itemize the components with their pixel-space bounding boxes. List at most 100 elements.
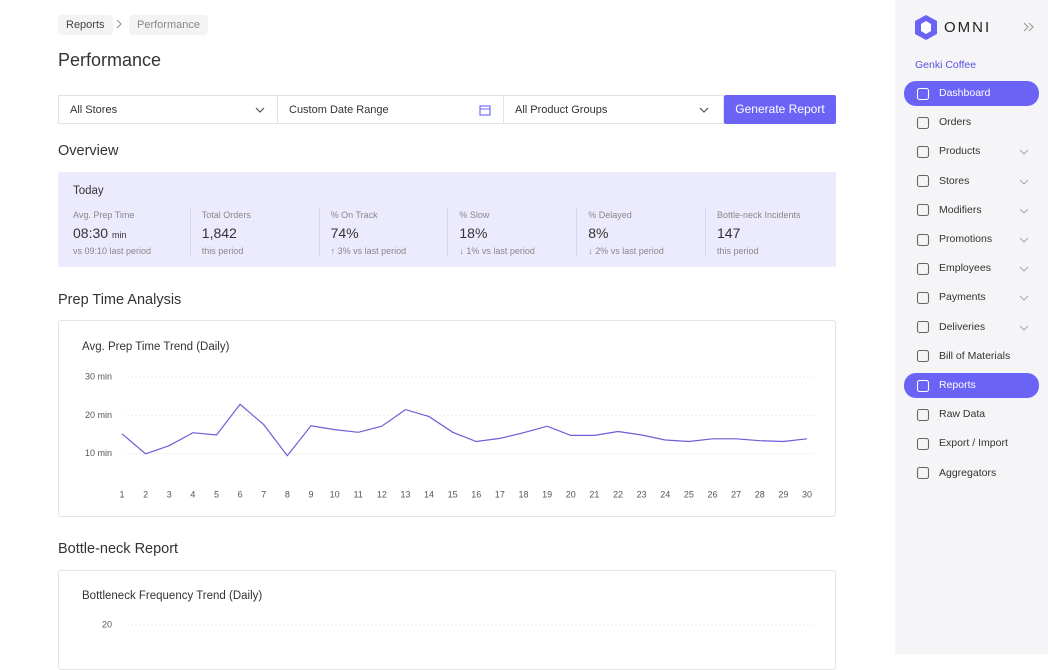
nav-item[interactable]: Deliveries (904, 315, 1039, 340)
generate-report-button[interactable]: Generate Report (724, 95, 836, 124)
nav-chevron (1019, 296, 1029, 302)
nav-label: Modifiers (939, 203, 982, 216)
metric-value-row: 1,842 (202, 225, 237, 243)
product-group-select[interactable]: All Product Groups (503, 95, 724, 124)
chart-card: Avg. Prep Time Trend (Daily) 10 min 20 mi… (58, 320, 836, 517)
nav-icon (916, 233, 930, 246)
metric-value-row: 8% (588, 225, 608, 243)
metric-divider (576, 207, 578, 257)
nav-label: Export / Import (939, 437, 1008, 450)
x-tick-label: 27 (731, 489, 741, 499)
x-tick-label: 2 (143, 489, 148, 499)
x-tick-label: 11 (354, 489, 363, 499)
nav-icon (916, 408, 930, 421)
x-tick-label: 1 (119, 489, 124, 499)
nav-item[interactable]: Employees (904, 256, 1039, 281)
x-tick-label: 17 (495, 489, 505, 499)
breadcrumb-item[interactable]: Reports (58, 15, 113, 35)
icon-shape (916, 408, 930, 421)
chart-card: Bottleneck Frequency Trend (Daily) 20 (58, 570, 836, 670)
store-select[interactable]: All Stores (58, 95, 278, 124)
icon-shape (916, 116, 930, 129)
chevron-path (1019, 266, 1029, 272)
metric-value: 8% (588, 225, 609, 241)
chevron (699, 107, 709, 113)
product-group-text: All Product Groups (515, 104, 608, 116)
nav-item[interactable]: Raw Data (904, 402, 1039, 427)
metric-value-row: 08:30 min (73, 225, 127, 243)
nav-item[interactable]: Aggregators (904, 461, 1039, 486)
x-tick-label: 29 (778, 489, 788, 499)
nav-item[interactable]: Reports (904, 373, 1039, 398)
nav-item[interactable]: Payments (904, 285, 1039, 310)
metric-note: ↓ 1% vs last period (459, 246, 535, 256)
nav-item[interactable]: Promotions (904, 227, 1039, 252)
x-tick-label: 4 (190, 489, 195, 499)
metric-note: vs 09:10 last period (73, 246, 152, 256)
nav-item[interactable]: Export / Import (904, 431, 1039, 456)
metric-value-row: 147 (717, 225, 740, 243)
nav-item[interactable]: Bill of Materials (904, 344, 1039, 369)
icon-shape (916, 233, 930, 246)
nav-label: Dashboard (939, 87, 991, 99)
metric-label: Total Orders (201, 210, 251, 220)
nav-label: Raw Data (939, 408, 986, 421)
x-tick-label: 5 (214, 489, 219, 499)
nav-label: Aggregators (939, 466, 997, 479)
nav-icon (916, 145, 930, 158)
x-tick-label: 22 (613, 489, 623, 499)
nav-icon (916, 467, 930, 480)
icon-shape (916, 379, 930, 392)
x-tick-label: 3 (167, 489, 172, 499)
nav-label: Stores (939, 174, 970, 187)
nav-icon (916, 291, 930, 304)
x-tick-label: 13 (400, 489, 410, 499)
chevron-path (1019, 208, 1029, 214)
chevron-path (1019, 325, 1029, 331)
nav-chevron (1019, 266, 1029, 272)
chevron-path (1019, 296, 1029, 302)
nav-label: Reports (939, 379, 976, 391)
nav-chevron (1019, 179, 1029, 185)
chart: Avg. Prep Time Trend (Daily) 10 min 20 mi… (82, 341, 813, 499)
metric-value: 147 (717, 225, 741, 241)
nav-label: Payments (939, 291, 986, 304)
metric-value: 74% (330, 225, 359, 241)
metric-note: ↑ 3% vs last period (330, 246, 407, 256)
date-range-input[interactable]: Custom Date Range (277, 95, 504, 124)
x-tick-label: 14 (424, 489, 434, 499)
nav-icon (916, 175, 930, 188)
x-tick-label: 10 (330, 489, 340, 499)
x-tick-label: 18 (519, 489, 529, 499)
nav-item[interactable]: Dashboard (904, 81, 1039, 106)
x-tick-label: 7 (261, 489, 266, 499)
brand: OMNI (944, 19, 992, 36)
nav-item[interactable]: Orders (904, 110, 1039, 135)
x-tick-label: 19 (542, 489, 552, 499)
breadcrumb-separator (116, 19, 122, 29)
section-title: Bottle-neck Report (58, 541, 179, 557)
icon-shape (916, 262, 930, 275)
nav-item[interactable]: Products (904, 139, 1039, 164)
x-tick-label: 6 (238, 489, 243, 499)
metric-label: % Slow (459, 210, 490, 220)
collapse-icon[interactable] (1023, 22, 1035, 32)
overview-period: Today (73, 185, 104, 197)
page: Reports Performance Performance All Stor… (58, 0, 1048, 670)
nav-item[interactable]: Stores (904, 169, 1039, 194)
icon-shape (916, 87, 930, 100)
metric-value: 18% (459, 225, 488, 241)
sidebar: OMNI Genki Coffee (895, 0, 1048, 654)
nav-label: Products (939, 145, 981, 158)
x-tick-label: 8 (285, 489, 290, 499)
metric-divider (189, 207, 191, 257)
metric-divider (705, 207, 706, 257)
nav-item[interactable]: Modifiers (904, 198, 1039, 223)
x-tick-label: 23 (637, 489, 647, 499)
metric-label: % On Track (330, 210, 378, 220)
x-tick-label: 20 (566, 489, 576, 499)
nav-label: Employees (939, 262, 991, 275)
icon-shape (916, 467, 930, 480)
x-tick-label: 26 (708, 489, 718, 499)
nav-icon (916, 379, 930, 392)
